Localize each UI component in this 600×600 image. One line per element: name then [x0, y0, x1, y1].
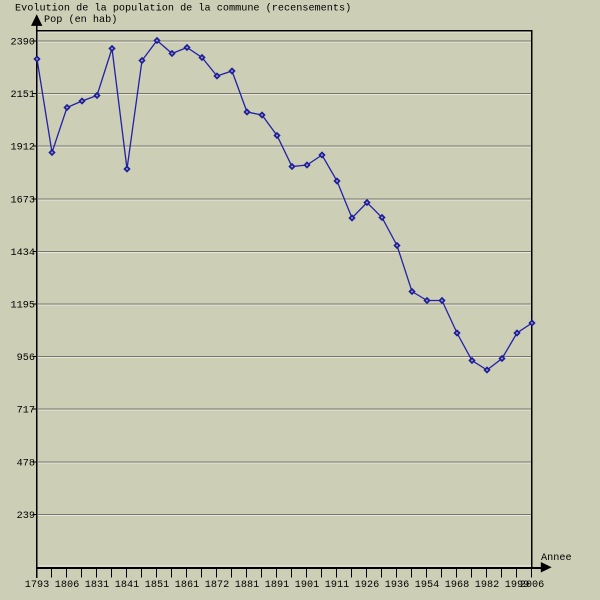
- svg-text:1861: 1861: [175, 580, 199, 591]
- svg-text:1806: 1806: [55, 580, 79, 591]
- svg-text:1968: 1968: [445, 580, 469, 591]
- svg-text:717: 717: [17, 406, 35, 417]
- svg-text:Annee: Annee: [541, 553, 572, 564]
- svg-text:Pop (en hab): Pop (en hab): [44, 14, 117, 26]
- svg-text:2151: 2151: [11, 90, 35, 101]
- svg-text:2390: 2390: [11, 38, 35, 49]
- svg-text:1195: 1195: [11, 301, 35, 312]
- svg-text:1911: 1911: [325, 580, 349, 591]
- svg-text:1831: 1831: [85, 580, 109, 591]
- svg-text:1841: 1841: [115, 580, 139, 591]
- svg-text:1793: 1793: [25, 580, 49, 591]
- svg-text:1673: 1673: [11, 195, 35, 206]
- svg-text:478: 478: [17, 458, 35, 469]
- svg-text:1881: 1881: [235, 580, 259, 591]
- svg-text:1926: 1926: [355, 580, 379, 591]
- svg-text:956: 956: [17, 353, 35, 364]
- svg-text:1954: 1954: [415, 580, 439, 591]
- svg-text:1982: 1982: [475, 580, 499, 591]
- svg-text:1434: 1434: [11, 248, 35, 259]
- svg-text:1851: 1851: [145, 580, 169, 591]
- svg-text:1891: 1891: [265, 580, 289, 591]
- svg-text:1872: 1872: [205, 580, 229, 591]
- svg-text:1901: 1901: [295, 580, 319, 591]
- svg-text:239: 239: [17, 511, 35, 522]
- svg-text:2006: 2006: [520, 580, 544, 591]
- svg-text:Evolution de la population de: Evolution de la population de la commune…: [15, 2, 351, 14]
- svg-text:1936: 1936: [385, 580, 409, 591]
- svg-text:1912: 1912: [11, 143, 35, 154]
- svg-text:1999: 1999: [505, 580, 529, 591]
